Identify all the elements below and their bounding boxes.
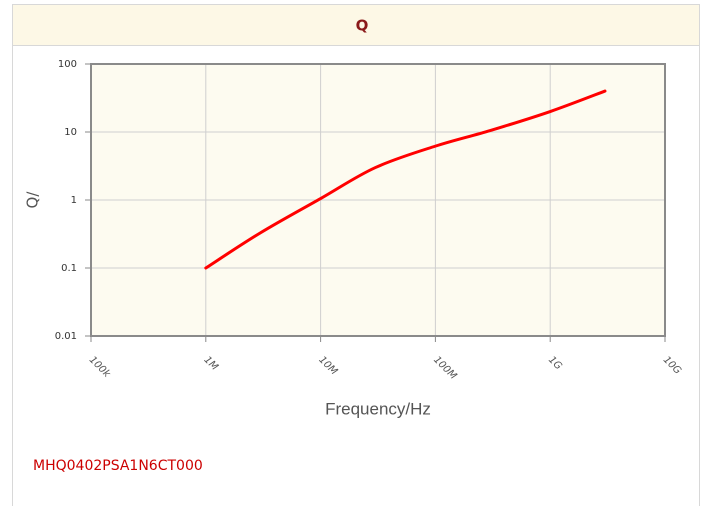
- y-axis-label: Q/: [24, 191, 42, 209]
- panel-header: [13, 5, 699, 45]
- x-axis-label: Frequency/Hz: [325, 399, 431, 418]
- y-tick-label: 0.1: [61, 263, 77, 274]
- chart-title: Q: [356, 17, 369, 35]
- plot-frame: [90, 63, 666, 337]
- y-tick-label: 1: [71, 195, 77, 206]
- part-number: MHQ0402PSA1N6CT000: [33, 458, 203, 474]
- data-line: [204, 89, 607, 270]
- y-tick-label: 100: [58, 59, 77, 70]
- y-tick-label: 0.01: [55, 331, 77, 342]
- y-tick-label: 10: [64, 127, 77, 138]
